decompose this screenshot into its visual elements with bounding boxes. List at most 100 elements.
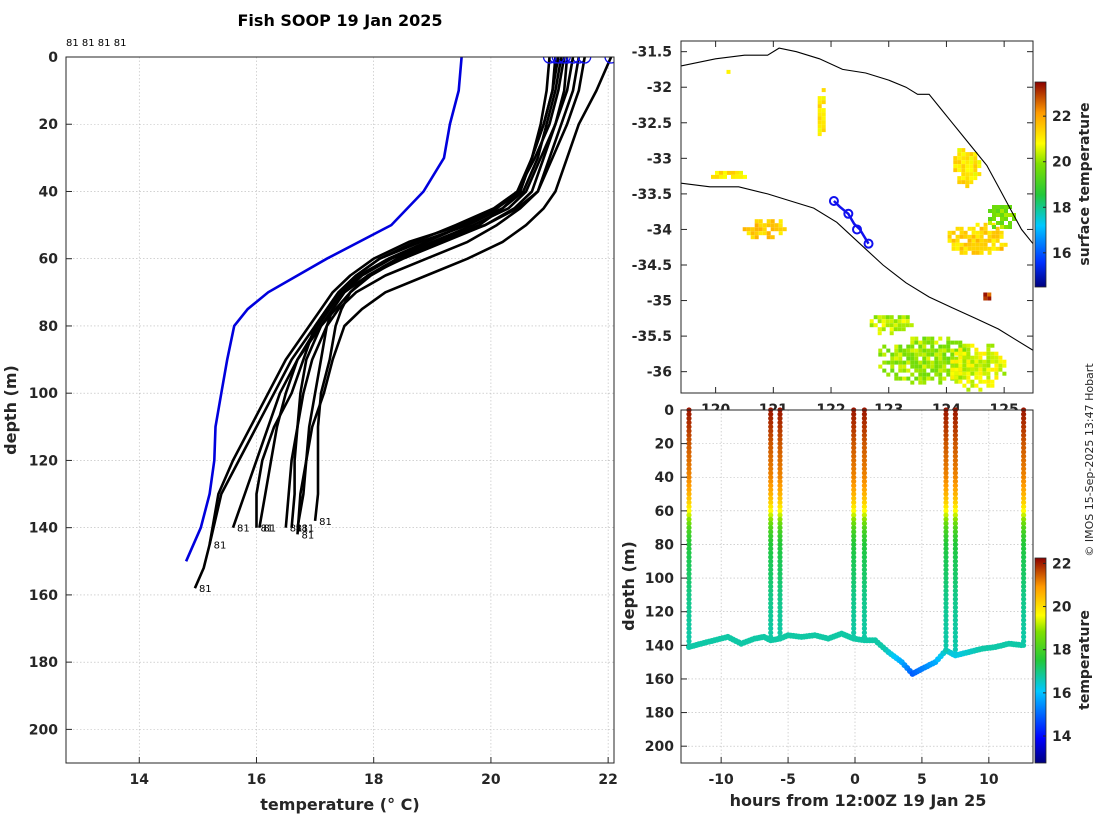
sst-pixel xyxy=(902,348,907,353)
sst-pixel xyxy=(961,148,966,153)
sst-patch xyxy=(869,315,914,336)
sst-pixel xyxy=(971,238,976,243)
sst-pixel xyxy=(750,235,755,240)
sst-pixel xyxy=(930,336,935,341)
sample-point xyxy=(861,537,868,543)
sst-pixel xyxy=(719,170,723,175)
sst-pixel xyxy=(938,380,943,385)
sst-pixel xyxy=(894,360,899,365)
sample-point xyxy=(861,499,868,506)
sst-pixel xyxy=(966,387,971,392)
sst-pixel xyxy=(991,238,996,243)
sst-pixel xyxy=(938,364,943,369)
profile-line xyxy=(231,57,575,529)
sst-pixel xyxy=(970,359,975,364)
sample-point xyxy=(952,499,959,506)
sst-patch xyxy=(950,343,1007,392)
sst-pixel xyxy=(922,368,927,373)
sst-pixel xyxy=(934,372,939,377)
sst-pixel xyxy=(975,234,980,239)
sample-point xyxy=(777,483,783,489)
sst-pixel xyxy=(715,170,719,175)
sst-pixel xyxy=(954,356,959,361)
sample-point xyxy=(943,550,949,556)
sample-point xyxy=(952,487,959,493)
map-y-ticks: -31.5 -32 -32.5 -33 -33.5 -34 -34.5 -35 -35.5 -36 xyxy=(632,45,1033,381)
sst-pixel xyxy=(990,367,995,372)
sst-pixel xyxy=(986,375,991,380)
sst-pixel xyxy=(957,168,962,173)
sst-pixel xyxy=(821,108,826,113)
profile-start-marker xyxy=(572,57,586,64)
x-tick-label: -10 xyxy=(709,772,735,788)
sst-pixel xyxy=(821,96,826,101)
depth-time-axes-box xyxy=(680,409,1034,764)
sample-point xyxy=(952,634,959,640)
sst-pixel xyxy=(902,360,907,365)
sst-pixel xyxy=(901,319,906,324)
sst-pixel xyxy=(969,156,974,161)
sample-point xyxy=(768,630,774,636)
sst-pixel xyxy=(996,213,1000,217)
sample-point xyxy=(952,508,959,514)
sst-pixel xyxy=(889,319,894,324)
sample-point xyxy=(768,579,774,585)
sst-pixel xyxy=(902,352,907,357)
sst-patches xyxy=(711,69,1016,392)
sample-point xyxy=(1021,504,1027,510)
sample-point xyxy=(686,642,692,648)
sst-pixel xyxy=(746,231,751,236)
depth-time-x-label: hours from 12:00Z 19 Jan 25 xyxy=(730,791,987,810)
sst-pixel xyxy=(890,352,895,357)
sst-pixel xyxy=(1000,221,1004,225)
sample-point xyxy=(952,588,959,594)
sst-pixel xyxy=(991,242,996,247)
sst-pixel xyxy=(986,359,991,364)
sample-point xyxy=(952,445,959,451)
sst-pixel xyxy=(1000,225,1004,229)
sst-pixel xyxy=(965,152,970,157)
sst-pixel xyxy=(1008,205,1012,209)
sst-pixel xyxy=(938,368,943,373)
temperature-colorbar-tick-label: 16 xyxy=(1052,686,1071,702)
sst-pixel xyxy=(906,376,911,381)
sst-pixel xyxy=(974,371,979,376)
sample-point xyxy=(777,621,783,627)
sst-pixel xyxy=(881,327,886,332)
sample-point xyxy=(952,424,959,430)
map-y-tick-label: -35 xyxy=(647,294,672,310)
sample-point xyxy=(851,516,857,522)
y-tick-label: 160 xyxy=(29,588,58,604)
y-tick-label: 160 xyxy=(645,672,674,688)
sst-pixel xyxy=(978,367,983,372)
sample-point xyxy=(686,415,692,421)
sample-point xyxy=(952,420,959,426)
sst-pixel xyxy=(988,221,992,225)
sst-pixel xyxy=(762,223,767,228)
sst-patch xyxy=(742,219,787,240)
sample-point xyxy=(777,420,783,426)
sst-pixel xyxy=(817,108,822,113)
sst-pixel xyxy=(1008,213,1012,217)
sample-point xyxy=(777,453,783,459)
sst-pixel xyxy=(965,168,970,173)
sst-pixel xyxy=(979,234,984,239)
sst-pixel xyxy=(897,319,902,324)
sample-point xyxy=(686,453,692,459)
profile-end-label: 81 xyxy=(302,530,315,541)
sst-pixel xyxy=(992,225,996,229)
sample-point xyxy=(861,579,868,585)
sample-point xyxy=(851,512,857,518)
sst-pixel xyxy=(1000,217,1004,221)
sample-point xyxy=(777,436,783,442)
sample-point xyxy=(861,596,868,602)
sst-pixel xyxy=(1002,359,1007,364)
sst-pixel xyxy=(973,176,978,181)
sst-pixel xyxy=(869,323,874,328)
sample-point xyxy=(1021,449,1027,455)
sst-pixel xyxy=(901,315,906,320)
sample-point xyxy=(1021,436,1027,442)
sst-pixel xyxy=(778,223,783,228)
sample-point xyxy=(1021,453,1027,459)
sst-pixel xyxy=(898,360,903,365)
